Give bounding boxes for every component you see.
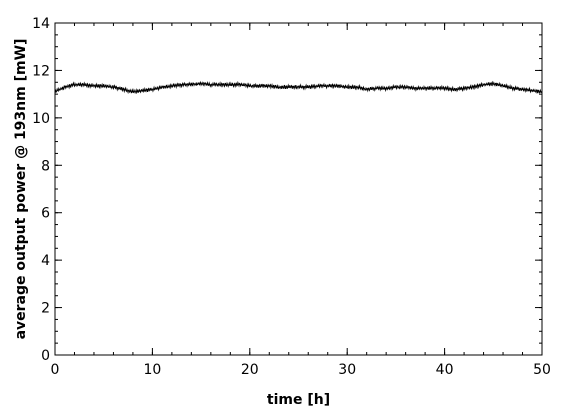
- x-tick-label: 0: [51, 362, 60, 378]
- x-tick-label: 50: [533, 362, 551, 378]
- y-tick-label: 2: [41, 301, 50, 317]
- plot-frame: [54, 22, 543, 356]
- ticks-layer: [54, 22, 543, 356]
- series-line: [54, 80, 543, 95]
- tick-labels-layer: 0 10 20 30 40 50 0 2 4 6 8 10 12 14: [32, 16, 551, 378]
- x-tick-label: 30: [338, 362, 356, 378]
- x-tick-label: 10: [143, 362, 161, 378]
- x-tick-label: 40: [436, 362, 454, 378]
- y-tick-label: 14: [32, 16, 50, 32]
- y-tick-label: 8: [41, 158, 50, 174]
- y-tick-label: 4: [41, 253, 50, 269]
- y-tick-label: 10: [32, 111, 50, 127]
- y-tick-label: 12: [32, 63, 50, 79]
- y-tick-label: 6: [41, 206, 50, 222]
- x-tick-label: 20: [241, 362, 259, 378]
- y-tick-label: 0: [41, 348, 50, 364]
- y-axis-label: average output power @ 193nm [mW]: [13, 39, 29, 340]
- x-axis-label: time [h]: [267, 392, 330, 408]
